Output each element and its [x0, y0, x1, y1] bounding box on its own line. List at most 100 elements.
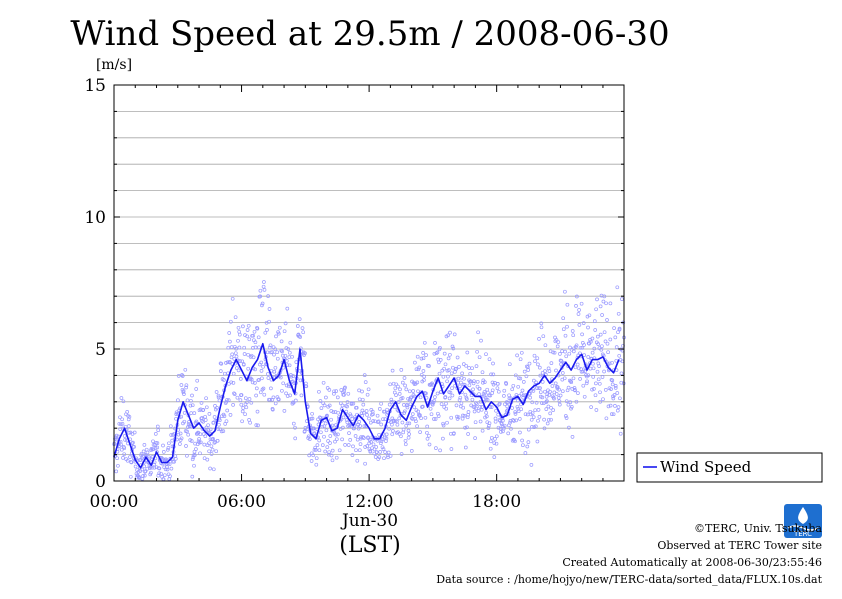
scatter-point — [373, 455, 378, 459]
scatter-point — [232, 357, 237, 361]
scatter-point — [424, 391, 428, 396]
scatter-point — [415, 424, 419, 429]
scatter-point — [310, 411, 314, 416]
scatter-point — [526, 368, 531, 372]
scatter-point — [327, 403, 332, 408]
scatter-point — [430, 402, 435, 407]
scatter-point — [576, 312, 581, 316]
scatter-point — [358, 442, 363, 446]
scatter-point — [203, 434, 208, 439]
scatter-point — [606, 350, 610, 355]
scatter-point — [433, 417, 438, 421]
scatter-point — [365, 413, 369, 417]
scatter-point — [184, 383, 189, 388]
scatter-point — [570, 435, 575, 439]
scatter-point — [593, 393, 598, 398]
scatter-point — [150, 465, 154, 470]
scatter-point — [344, 409, 349, 414]
scatter-point — [602, 330, 607, 335]
scatter-point — [250, 380, 255, 385]
scatter-point — [116, 463, 120, 468]
scatter-point — [493, 437, 497, 441]
scatter-point — [506, 431, 511, 436]
scatter-point — [401, 427, 406, 432]
scatter-point — [465, 425, 469, 430]
scatter-point — [274, 334, 278, 339]
scatter-point — [122, 452, 127, 457]
scatter-point — [609, 387, 613, 391]
scatter-point — [532, 378, 536, 383]
scatter-point — [289, 374, 294, 379]
scatter-point — [600, 313, 604, 317]
scatter-point — [323, 421, 328, 426]
scatter-point — [553, 381, 558, 386]
scatter-point — [270, 350, 274, 354]
scatter-point — [533, 359, 537, 364]
series-layer — [113, 342, 620, 469]
scatter-point — [303, 426, 308, 430]
scatter-point — [323, 449, 328, 454]
scatter-point — [225, 398, 229, 402]
scatter-point — [608, 301, 613, 306]
scatter-point — [261, 284, 266, 289]
scatter-point — [199, 401, 204, 405]
scatter-point — [387, 426, 391, 431]
scatter-point — [598, 304, 603, 309]
scatter-point — [209, 444, 214, 449]
scatter-point — [275, 350, 280, 355]
scatter-point — [604, 301, 608, 306]
scatter-point — [216, 393, 221, 398]
scatter-point — [231, 371, 236, 376]
scatter-point — [444, 401, 448, 406]
scatter-point — [393, 386, 398, 391]
scatter-point — [224, 361, 228, 365]
scatter-point — [474, 364, 479, 368]
scatter-point — [571, 349, 576, 354]
scatter-point — [486, 426, 491, 430]
scatter-point — [309, 459, 314, 463]
scatter-point — [341, 415, 346, 420]
scatter-point — [587, 313, 592, 318]
scatter-point — [591, 366, 596, 371]
scatter-point — [338, 401, 343, 406]
scatter-point — [421, 356, 426, 361]
scatter-point — [468, 371, 473, 376]
scatter-point — [366, 387, 371, 392]
scatter-point — [324, 395, 328, 400]
scatter-point — [592, 319, 597, 323]
scatter-point — [318, 399, 323, 403]
scatter-point — [258, 390, 263, 395]
scatter-point — [529, 417, 534, 422]
scatter-point — [615, 285, 620, 290]
scatter-point — [516, 409, 521, 414]
scatter-point — [594, 381, 598, 386]
scatter-point — [162, 473, 167, 478]
scatter-point — [589, 405, 593, 409]
scatter-point — [176, 374, 181, 378]
scatter-point — [492, 455, 497, 459]
scatter-point — [120, 417, 124, 422]
scatter-point — [363, 445, 368, 449]
scatter-point — [613, 386, 618, 390]
scatter-point — [542, 426, 547, 431]
scatter-point — [280, 388, 284, 393]
scatter-point — [595, 334, 600, 339]
scatter-point — [464, 363, 468, 368]
scatter-point — [514, 418, 519, 423]
scatter-point — [231, 403, 235, 407]
scatter-point — [409, 416, 414, 420]
scatter-point — [537, 337, 541, 341]
scatter-point — [132, 445, 136, 449]
scatter-point — [457, 365, 461, 369]
scatter-point — [351, 401, 356, 406]
scatter-point — [409, 395, 414, 400]
y-tick-label: 15 — [84, 76, 106, 96]
scatter-point — [418, 395, 423, 400]
scatter-point — [328, 434, 333, 438]
scatter-point — [260, 387, 265, 392]
scatter-point — [577, 366, 581, 371]
scatter-point — [546, 417, 551, 422]
scatter-point — [219, 361, 224, 366]
scatter-point — [476, 330, 480, 335]
scatter-point — [563, 349, 567, 354]
